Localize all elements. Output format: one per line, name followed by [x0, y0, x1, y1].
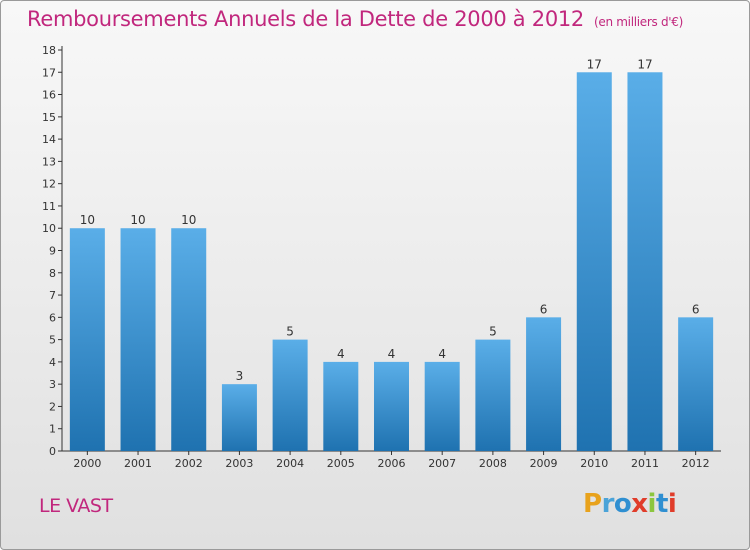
y-tick-label: 7 [49, 289, 56, 302]
x-tick-label: 2002 [175, 457, 203, 470]
x-tick-label: 2012 [682, 457, 710, 470]
x-tick-label: 2001 [124, 457, 152, 470]
y-tick-label: 18 [42, 44, 56, 57]
bar-2002 [171, 228, 207, 451]
y-tick-label: 12 [42, 178, 56, 191]
bar-2003 [221, 384, 257, 451]
bar-2005 [323, 361, 359, 451]
data-label: 10 [80, 213, 95, 227]
x-tick-label: 2007 [428, 457, 456, 470]
y-tick-label: 6 [49, 311, 56, 324]
y-tick-label: 10 [42, 222, 56, 235]
bar-2000 [69, 228, 105, 451]
bar-2008 [475, 339, 511, 451]
data-label: 17 [587, 57, 602, 71]
y-tick-label: 13 [42, 155, 56, 168]
x-tick-label: 2006 [378, 457, 406, 470]
bar-2007 [424, 361, 460, 451]
data-label: 17 [637, 57, 652, 71]
data-label: 6 [692, 302, 700, 316]
x-tick-label: 2011 [631, 457, 659, 470]
bar-2004 [272, 339, 308, 451]
data-label: 5 [286, 325, 294, 339]
data-label: 10 [181, 213, 196, 227]
bar-2001 [120, 228, 156, 451]
y-tick-label: 11 [42, 200, 56, 213]
y-tick-label: 9 [49, 245, 56, 258]
data-label: 4 [438, 347, 446, 361]
proxiti-logo: Proxiti [583, 489, 677, 519]
bar-2010 [576, 72, 612, 452]
x-tick-label: 2010 [580, 457, 608, 470]
y-tick-label: 5 [49, 334, 56, 347]
x-tick-label: 2008 [479, 457, 507, 470]
data-label: 4 [388, 347, 396, 361]
x-tick-label: 2003 [225, 457, 253, 470]
bar-2011 [627, 72, 663, 452]
y-tick-label: 3 [49, 378, 56, 391]
y-tick-label: 15 [42, 111, 56, 124]
y-tick-label: 1 [49, 423, 56, 436]
data-label: 5 [489, 325, 497, 339]
y-tick-label: 8 [49, 267, 56, 280]
y-tick-label: 2 [49, 400, 56, 413]
y-tick-label: 4 [49, 356, 56, 369]
y-tick-label: 17 [42, 66, 56, 79]
unit-label: (en milliers d'€) [594, 15, 684, 29]
bar-2006 [374, 361, 409, 451]
y-tick-label: 0 [49, 445, 56, 458]
x-tick-label: 2004 [276, 457, 304, 470]
data-label: 3 [236, 369, 244, 383]
data-label: 6 [540, 302, 548, 316]
x-tick-label: 2000 [73, 457, 101, 470]
data-label: 10 [130, 213, 145, 227]
bar-2009 [526, 317, 562, 451]
bar-2012 [678, 317, 714, 451]
y-tick-label: 14 [42, 133, 56, 146]
data-label: 4 [337, 347, 345, 361]
chart-title: Remboursements Annuels de la Dette de 20… [27, 7, 684, 31]
place-name: LE VAST [39, 495, 113, 517]
x-tick-label: 2009 [530, 457, 558, 470]
x-tick-label: 2005 [327, 457, 355, 470]
y-tick-label: 16 [42, 89, 56, 102]
